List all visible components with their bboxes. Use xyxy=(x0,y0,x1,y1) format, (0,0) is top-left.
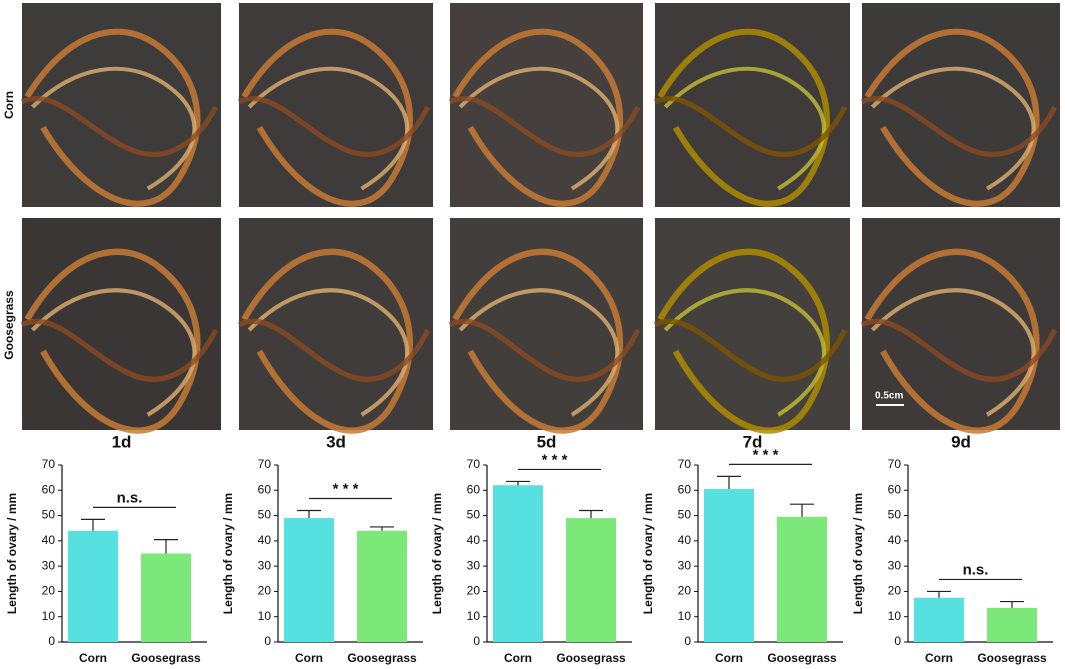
y-tick-label: 20 xyxy=(467,584,481,598)
day-label: 3d xyxy=(326,432,346,451)
y-tick-label: 60 xyxy=(42,482,56,496)
y-tick-label: 0 xyxy=(48,634,55,648)
y-tick-label: 60 xyxy=(467,482,481,496)
bar xyxy=(141,553,191,642)
day-label: 7d xyxy=(743,432,763,451)
y-tick-label: 30 xyxy=(678,558,692,572)
y-tick-label: 0 xyxy=(264,634,271,648)
day-label: 1d xyxy=(112,432,132,451)
y-tick-label: 30 xyxy=(467,558,481,572)
y-tick-label: 50 xyxy=(42,508,56,522)
y-axis-label: Length of ovary / mm xyxy=(5,493,19,614)
y-tick-label: 70 xyxy=(888,457,902,471)
significance-label: n.s. xyxy=(117,489,143,506)
bar xyxy=(566,518,616,642)
bar xyxy=(68,530,118,642)
y-tick-label: 30 xyxy=(258,558,272,572)
y-tick-label: 10 xyxy=(888,609,902,623)
bar xyxy=(357,530,407,642)
significance-label: * * * xyxy=(333,480,359,497)
bar xyxy=(493,485,543,642)
y-tick-label: 10 xyxy=(42,609,56,623)
y-tick-label: 0 xyxy=(894,634,901,648)
y-tick-label: 70 xyxy=(258,457,272,471)
x-tick-label: Goosegrass xyxy=(131,651,201,665)
x-tick-label: Corn xyxy=(715,651,743,665)
significance-label: * * * xyxy=(542,451,568,468)
day-label: 5d xyxy=(537,432,557,451)
y-tick-label: 0 xyxy=(684,634,691,648)
y-tick-label: 70 xyxy=(467,457,481,471)
y-axis-label: Length of ovary / mm xyxy=(851,493,865,614)
x-tick-label: Goosegrass xyxy=(767,651,837,665)
y-tick-label: 50 xyxy=(678,508,692,522)
y-tick-label: 10 xyxy=(258,609,272,623)
y-axis-label: Length of ovary / mm xyxy=(641,493,655,614)
y-tick-label: 20 xyxy=(258,584,272,598)
y-tick-label: 50 xyxy=(467,508,481,522)
y-tick-label: 30 xyxy=(42,558,56,572)
y-tick-label: 30 xyxy=(888,558,902,572)
y-tick-label: 10 xyxy=(467,609,481,623)
bar xyxy=(914,597,964,642)
y-tick-label: 50 xyxy=(888,508,902,522)
significance-label: n.s. xyxy=(963,561,989,578)
x-tick-label: Corn xyxy=(504,651,532,665)
significance-label: * * * xyxy=(753,446,779,463)
bar xyxy=(987,607,1037,642)
x-tick-label: Goosegrass xyxy=(347,651,417,665)
y-tick-label: 40 xyxy=(888,533,902,547)
y-tick-label: 50 xyxy=(258,508,272,522)
bar xyxy=(704,489,754,642)
y-tick-label: 20 xyxy=(42,584,56,598)
y-tick-label: 60 xyxy=(258,482,272,496)
x-tick-label: Corn xyxy=(925,651,953,665)
y-tick-label: 60 xyxy=(678,482,692,496)
y-tick-label: 40 xyxy=(42,533,56,547)
y-axis-label: Length of ovary / mm xyxy=(221,493,235,614)
bar xyxy=(777,516,827,642)
y-tick-label: 10 xyxy=(678,609,692,623)
row-label: Goosegrass xyxy=(2,290,16,360)
row-label: Corn xyxy=(2,91,16,119)
y-tick-label: 60 xyxy=(888,482,902,496)
y-tick-label: 40 xyxy=(678,533,692,547)
day-label: 9d xyxy=(951,432,971,451)
y-tick-label: 20 xyxy=(888,584,902,598)
y-tick-label: 40 xyxy=(258,533,272,547)
y-axis-label: Length of ovary / mm xyxy=(430,493,444,614)
y-tick-label: 70 xyxy=(42,457,56,471)
x-tick-label: Goosegrass xyxy=(556,651,626,665)
y-tick-label: 0 xyxy=(473,634,480,648)
y-tick-label: 20 xyxy=(678,584,692,598)
x-tick-label: Corn xyxy=(79,651,107,665)
scale-bar-label: 0.5cm xyxy=(875,391,903,402)
x-tick-label: Corn xyxy=(295,651,323,665)
bar xyxy=(284,518,334,642)
y-tick-label: 40 xyxy=(467,533,481,547)
x-tick-label: Goosegrass xyxy=(977,651,1047,665)
y-tick-label: 70 xyxy=(678,457,692,471)
